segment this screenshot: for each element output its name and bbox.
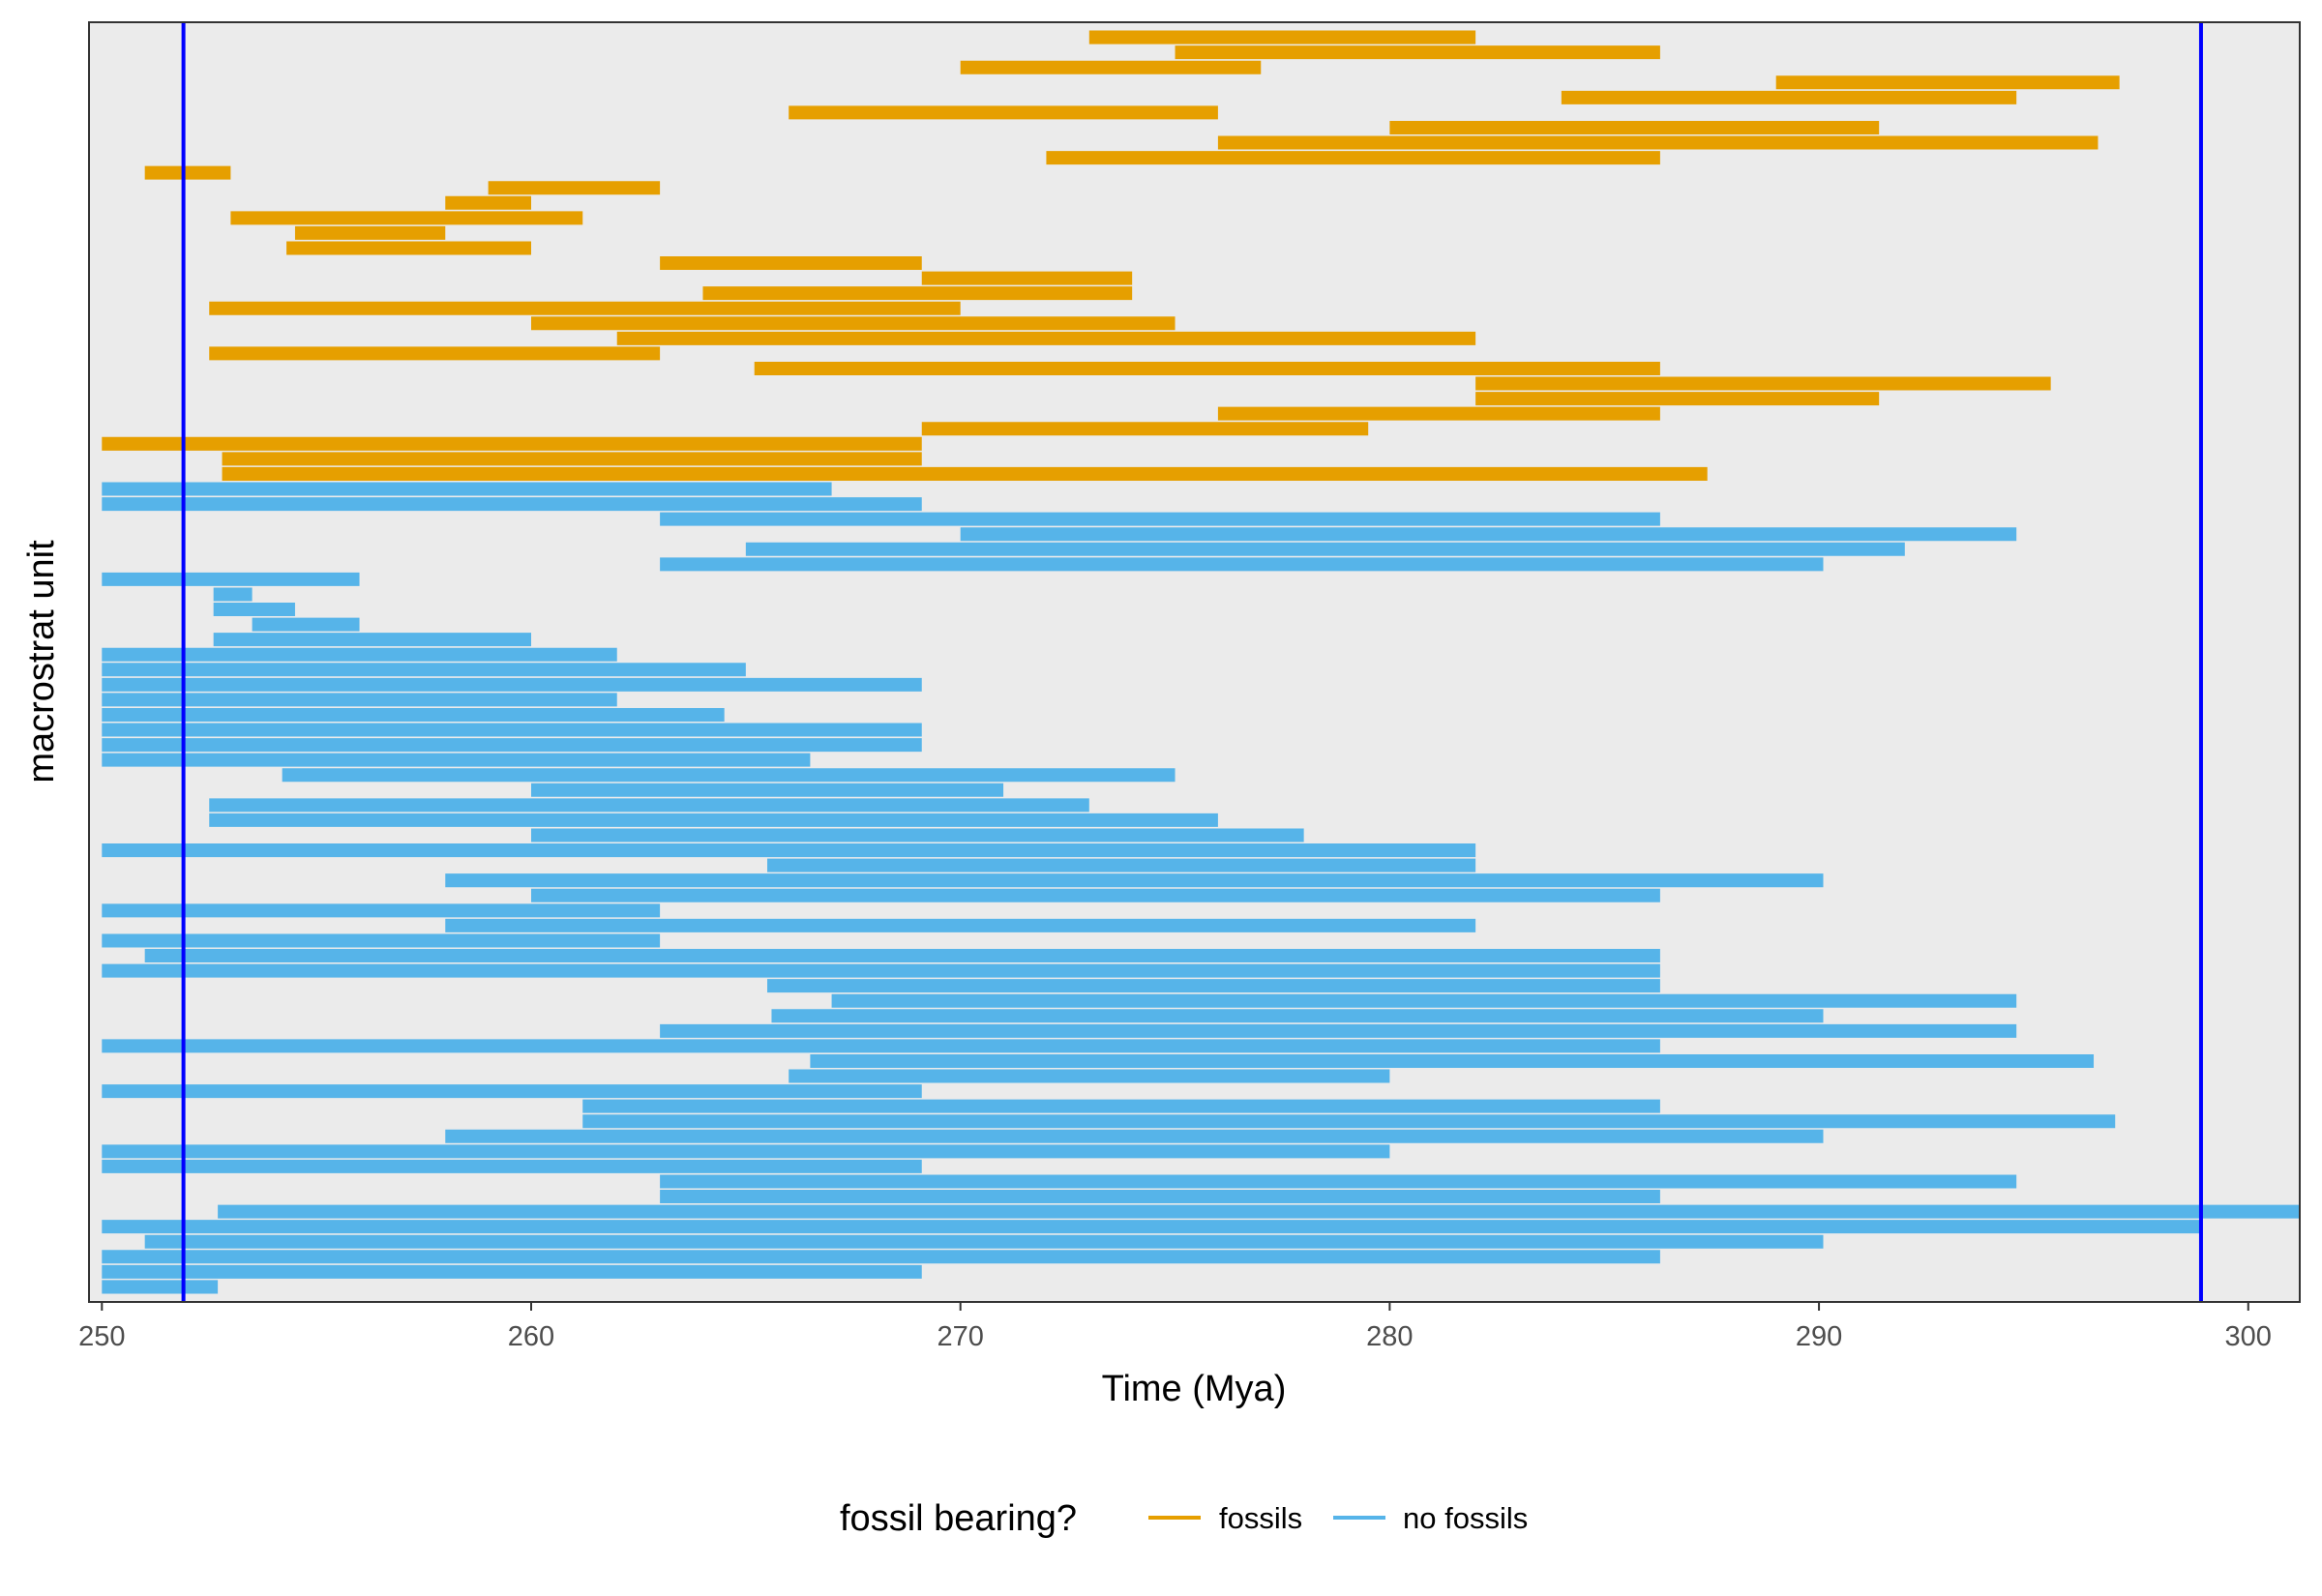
reference-lines <box>181 22 2203 1302</box>
unit-bars <box>102 30 2300 1294</box>
panel-border <box>88 21 2301 1303</box>
legend-label-fossils: fossils <box>1219 1501 1302 1535</box>
x-axis-title: Time (Mya) <box>1102 1369 1287 1409</box>
legend: fossil bearing? fossils no fossils <box>840 1498 1528 1539</box>
y-axis-title: macrostrat unit <box>21 540 62 783</box>
legend-label-no-fossils: no fossils <box>1403 1501 1528 1535</box>
x-axis: 250 260 270 280 290 300 <box>78 1302 2272 1352</box>
x-tick-label: 270 <box>937 1321 983 1352</box>
legend-title: fossil bearing? <box>840 1498 1077 1539</box>
x-tick-label: 280 <box>1366 1321 1413 1352</box>
x-tick-label: 250 <box>78 1321 125 1352</box>
x-tick-label: 260 <box>508 1321 554 1352</box>
x-tick-label: 300 <box>2225 1321 2272 1352</box>
x-tick-label: 290 <box>1796 1321 1842 1352</box>
